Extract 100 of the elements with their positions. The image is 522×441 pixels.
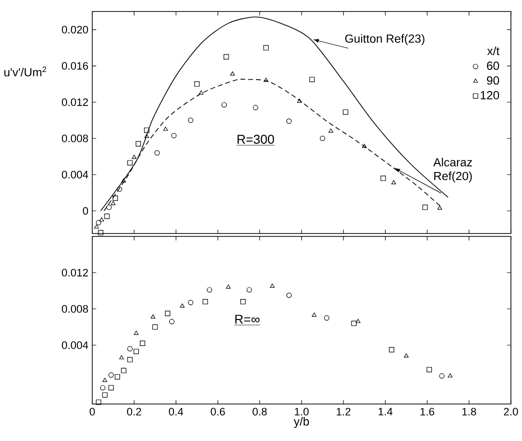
legend-title: x/t — [487, 46, 500, 56]
point — [112, 195, 118, 201]
point — [263, 44, 269, 50]
point — [106, 204, 112, 210]
point — [164, 310, 170, 316]
point — [206, 287, 212, 292]
point — [102, 392, 108, 398]
point — [132, 154, 136, 159]
point — [108, 384, 114, 390]
x-tick-label: 1.4 — [378, 408, 392, 416]
point — [252, 104, 258, 110]
x-tick-label: 1.6 — [420, 408, 434, 416]
point — [169, 318, 174, 324]
point — [297, 98, 302, 103]
point — [404, 353, 409, 358]
point — [116, 186, 122, 192]
point — [94, 224, 99, 229]
point — [202, 298, 208, 304]
point — [286, 292, 292, 298]
point — [270, 283, 275, 288]
point — [437, 205, 442, 210]
point — [99, 217, 104, 222]
y-tick-label: 0.020 — [62, 26, 88, 34]
point — [448, 373, 453, 378]
point — [342, 109, 348, 115]
point — [100, 384, 106, 390]
y-tick-label: 0.004 — [62, 341, 88, 349]
point — [391, 180, 396, 184]
point — [121, 178, 126, 182]
point — [96, 220, 102, 226]
x-tick-label: 0.6 — [210, 408, 225, 416]
point — [150, 314, 156, 318]
point — [121, 368, 126, 374]
point — [240, 298, 246, 304]
point — [102, 378, 108, 382]
x-tick-label: 0.8 — [252, 408, 267, 416]
point — [98, 230, 104, 236]
point — [198, 90, 204, 94]
x-tick-label: 1.2 — [336, 408, 350, 416]
point — [119, 355, 124, 360]
legend-label: Guitton Ref(23) — [345, 34, 424, 45]
point — [140, 340, 146, 346]
point — [171, 132, 177, 138]
series-label: Alcaraz Ref(20) — [433, 158, 472, 182]
point — [134, 348, 139, 354]
point — [426, 366, 432, 372]
point — [264, 78, 268, 82]
y-tick-label: 0.012 — [62, 268, 88, 276]
point — [362, 144, 367, 148]
point — [134, 330, 139, 335]
x-tick-label: 0.2 — [127, 408, 142, 416]
point — [96, 399, 102, 405]
point — [286, 118, 292, 124]
point — [114, 374, 120, 380]
point — [356, 318, 360, 323]
point — [246, 287, 252, 292]
point — [127, 356, 133, 362]
point — [328, 128, 334, 132]
point — [320, 136, 326, 141]
point — [180, 303, 185, 308]
x-tick-label: 0 — [90, 408, 95, 416]
point — [144, 134, 150, 138]
legend-label: 90 — [486, 76, 500, 84]
annotation: R=∞ — [235, 314, 260, 324]
point — [144, 127, 150, 133]
point — [136, 141, 141, 146]
x-axis-title: y/b — [294, 416, 309, 428]
point — [324, 315, 330, 320]
annotation: R=300 — [238, 134, 274, 144]
legend-label: 120 — [480, 90, 500, 100]
x-tick-label: 0.4 — [168, 408, 184, 416]
point — [154, 150, 160, 156]
point — [422, 204, 428, 210]
y-tick-label: 0 — [82, 206, 88, 215]
point — [188, 300, 194, 306]
point — [224, 54, 229, 60]
y-tick-label: 0.008 — [62, 304, 88, 313]
point — [108, 372, 114, 378]
point — [226, 284, 231, 288]
x-tick-label: 1.0 — [294, 408, 309, 416]
legend-label: 60 — [487, 61, 500, 70]
point — [230, 71, 235, 76]
point — [388, 346, 394, 352]
x-tick-label: 1.8 — [462, 408, 476, 416]
point — [221, 102, 227, 108]
point — [439, 373, 444, 378]
point — [194, 81, 200, 87]
point — [309, 76, 315, 82]
point — [152, 324, 158, 330]
y-tick-label: 0.012 — [62, 98, 88, 106]
point — [104, 214, 110, 219]
point — [163, 126, 168, 131]
y-tick-label: 0.004 — [62, 170, 88, 178]
point — [127, 160, 133, 166]
point — [380, 175, 386, 181]
point — [312, 312, 316, 317]
y-axis-title: u'v'/Um$^{2}$ — [4, 66, 46, 76]
point — [127, 346, 133, 352]
point — [351, 320, 357, 326]
y-tick-label: 0.008 — [62, 134, 88, 142]
